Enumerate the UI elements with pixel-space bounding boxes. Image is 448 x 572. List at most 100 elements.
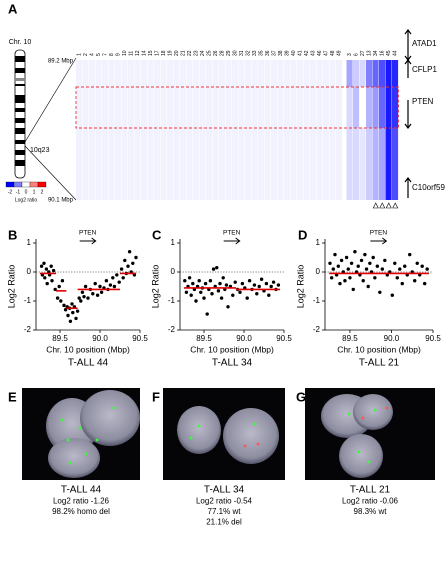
data-point xyxy=(257,284,261,289)
data-point xyxy=(44,267,49,271)
heatmap-cell xyxy=(147,60,154,87)
data-point xyxy=(99,290,104,294)
column-label: 31 xyxy=(239,50,245,56)
annotation: PTEN xyxy=(79,230,97,237)
heatmap-cell xyxy=(102,87,109,128)
heatmap-cell xyxy=(141,60,148,87)
data-point xyxy=(267,293,271,297)
heatmap-cell xyxy=(290,60,297,87)
data-point xyxy=(366,284,370,289)
column-label: 9 xyxy=(116,53,122,56)
data-point xyxy=(224,283,229,287)
heatmap-cell xyxy=(141,128,148,200)
data-point xyxy=(221,276,225,280)
data-point xyxy=(189,293,193,297)
column-label: 17 xyxy=(155,50,161,56)
data-point xyxy=(226,305,230,309)
heatmap-cell xyxy=(115,60,122,87)
data-point xyxy=(398,267,402,271)
heatmap-cell xyxy=(154,128,161,200)
heatmap-cell xyxy=(316,87,323,128)
heatmap-cell xyxy=(379,128,386,200)
scale-swatch xyxy=(5,181,15,188)
data-point xyxy=(420,264,424,268)
heatmap-cell xyxy=(258,128,265,200)
panel-label: G xyxy=(296,389,306,404)
data-point xyxy=(134,255,138,260)
heatmap-cell xyxy=(277,60,284,87)
column-label: 41 xyxy=(298,50,304,56)
heatmap-cell xyxy=(238,87,245,128)
band-label: 10q23 xyxy=(30,147,50,154)
data-point xyxy=(269,284,273,289)
fish-signal xyxy=(60,418,64,422)
x-tick-label: 90.0 xyxy=(92,334,108,343)
heatmap-cell xyxy=(372,128,379,200)
data-point xyxy=(119,267,124,271)
marker-triangle xyxy=(392,202,399,209)
heatmap-cell xyxy=(225,60,232,87)
heatmap-cell xyxy=(379,87,386,128)
heatmap-cell xyxy=(258,87,265,128)
column-label: 49 xyxy=(337,50,343,56)
heatmap-cell xyxy=(76,87,83,128)
heatmap-cell xyxy=(89,60,96,87)
data-point xyxy=(51,268,56,273)
heatmap-cell xyxy=(76,128,83,200)
data-point xyxy=(194,299,198,303)
heatmap-cell xyxy=(180,60,187,87)
heatmap-cell xyxy=(264,128,271,200)
data-point xyxy=(39,264,44,268)
heatmap-cell xyxy=(160,128,167,200)
data-point xyxy=(344,255,349,260)
heatmap-cell xyxy=(329,60,336,87)
heatmap-cell xyxy=(102,128,109,200)
heatmap-cell xyxy=(251,60,258,87)
heatmap-cell xyxy=(134,60,141,87)
data-point xyxy=(216,289,221,293)
fish-signal xyxy=(256,442,260,446)
data-point xyxy=(62,303,66,308)
data-point xyxy=(348,276,352,280)
column-label: 36 xyxy=(265,50,271,56)
column-label: 2 xyxy=(83,53,89,56)
data-point xyxy=(259,277,264,281)
y-tick-label: 0 xyxy=(27,267,32,276)
heatmap-cell xyxy=(359,60,366,87)
data-point xyxy=(373,276,377,280)
heatmap-cell xyxy=(353,60,360,87)
arrow-head xyxy=(404,59,412,65)
data-point xyxy=(210,292,214,296)
data-point xyxy=(245,296,249,300)
data-point xyxy=(86,296,90,300)
data-point xyxy=(264,281,269,286)
heatmap-cell xyxy=(82,87,89,128)
column-label: 40 xyxy=(291,50,297,56)
heatmap-cell xyxy=(284,60,291,87)
data-point xyxy=(70,302,74,306)
fish-signal xyxy=(385,406,389,410)
data-point xyxy=(59,299,63,303)
scale-swatch xyxy=(37,181,47,188)
marker-triangle xyxy=(379,202,386,209)
data-point xyxy=(77,296,81,300)
arrow-head xyxy=(404,177,412,183)
caption: T-ALL 44 xyxy=(68,358,109,369)
x-axis-title: Chr. 10 position (Mbp) xyxy=(46,344,130,354)
panel-label: B xyxy=(8,227,17,242)
chromosome-label: Chr. 10 xyxy=(9,39,32,46)
data-point xyxy=(197,279,201,283)
data-point xyxy=(359,258,364,263)
column-label: 42 xyxy=(304,50,310,56)
heatmap-cell xyxy=(372,87,379,128)
heatmap-cell xyxy=(225,128,232,200)
data-point xyxy=(123,258,127,263)
heatmap-cell xyxy=(329,128,336,200)
arrow-head xyxy=(404,123,412,129)
heatmap-cell xyxy=(167,128,174,200)
x-axis-title: Chr. 10 position (Mbp) xyxy=(337,344,421,354)
fish-caption: T-ALL 34 xyxy=(204,485,245,496)
heatmap-cell xyxy=(366,128,373,200)
heatmap-cell xyxy=(121,87,128,128)
data-point xyxy=(328,261,332,265)
